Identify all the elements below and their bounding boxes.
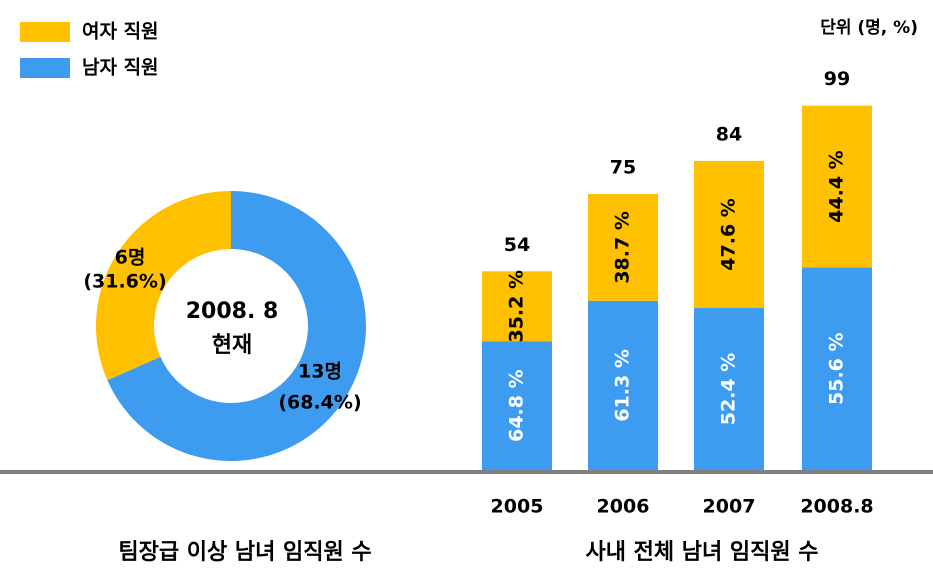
bar-segment bbox=[802, 105, 872, 268]
segment-label: 61.3 % bbox=[612, 349, 634, 422]
center-label: 2008. 8 bbox=[186, 299, 279, 324]
unit-label: 단위 (명, %) bbox=[820, 18, 918, 38]
x-tick-label: 2006 bbox=[597, 496, 650, 518]
legend-swatch bbox=[20, 22, 70, 42]
bar-segment bbox=[802, 267, 872, 470]
segment-label: 35.2 % bbox=[506, 270, 528, 343]
slice-value-label: 13명 bbox=[298, 361, 342, 383]
bar-segment bbox=[482, 271, 552, 342]
center-label: 현재 bbox=[212, 333, 252, 358]
total-label: 84 bbox=[716, 123, 742, 145]
donut-slice bbox=[96, 191, 231, 381]
total-label: 54 bbox=[504, 234, 530, 256]
donut-title: 팀장급 이상 남녀 임직원 수 bbox=[118, 540, 371, 565]
slice-value-label: 6명 bbox=[115, 247, 146, 269]
bar-segment bbox=[694, 308, 764, 470]
legend-swatch bbox=[20, 58, 70, 78]
slice-share-label: (31.6%) bbox=[83, 271, 166, 293]
bar-title: 사내 전체 남녀 임직원 수 bbox=[585, 540, 818, 565]
total-label: 99 bbox=[824, 68, 850, 90]
legend-label: 여자 직원 bbox=[82, 21, 159, 43]
bar-segment bbox=[588, 300, 658, 470]
segment-label: 44.4 % bbox=[826, 150, 848, 223]
x-tick-label: 2007 bbox=[703, 496, 756, 518]
x-tick-label: 2005 bbox=[491, 496, 544, 518]
slice-share-label: (68.4%) bbox=[278, 392, 361, 414]
donut-slice bbox=[107, 191, 366, 461]
segment-label: 64.8 % bbox=[506, 369, 528, 442]
segment-label: 47.6 % bbox=[718, 198, 740, 271]
bar-segment bbox=[482, 341, 552, 470]
x-tick-label: 2008.8 bbox=[800, 496, 873, 518]
segment-label: 52.4 % bbox=[718, 353, 740, 426]
legend-label: 남자 직원 bbox=[82, 57, 159, 79]
segment-label: 55.6 % bbox=[826, 332, 848, 405]
total-label: 75 bbox=[610, 157, 636, 179]
bar-segment bbox=[694, 160, 764, 309]
segment-label: 38.7 % bbox=[612, 211, 634, 284]
bar-segment bbox=[588, 194, 658, 301]
